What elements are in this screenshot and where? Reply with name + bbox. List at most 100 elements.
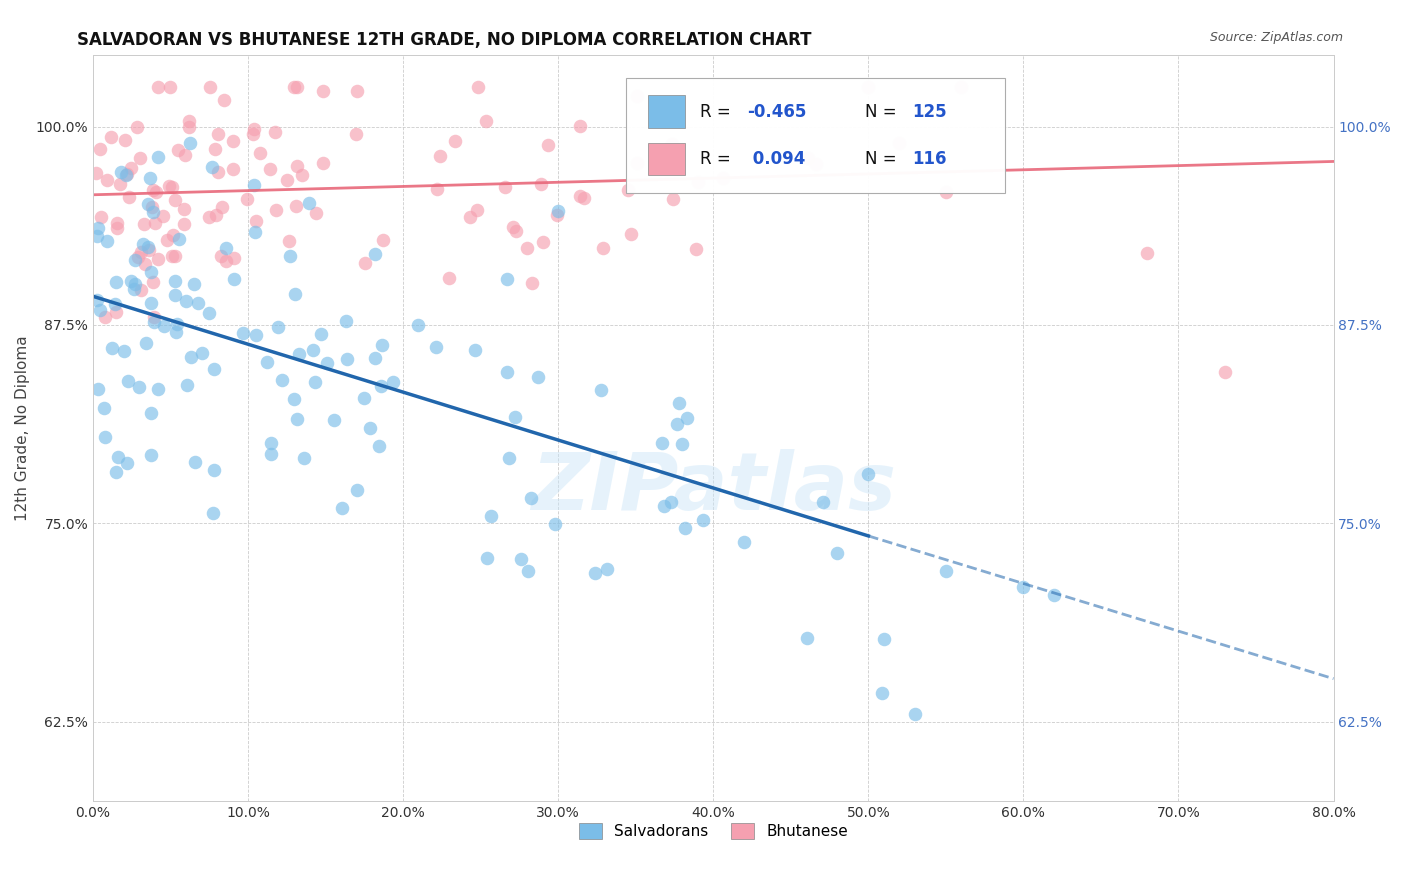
- Point: [733, 534, 755, 549]
- Point: [353, 391, 375, 405]
- Point: [264, 202, 287, 217]
- Point: [104, 304, 127, 318]
- Point: [177, 120, 200, 134]
- Point: [84, 166, 107, 180]
- Point: [652, 500, 675, 514]
- Point: [166, 318, 188, 332]
- Point: [371, 337, 394, 351]
- Point: [117, 374, 139, 388]
- Point: [870, 686, 893, 700]
- Point: [547, 204, 569, 219]
- Point: [105, 216, 128, 230]
- Point: [686, 175, 709, 189]
- Point: [354, 256, 377, 270]
- Point: [183, 277, 205, 291]
- Point: [370, 379, 392, 393]
- Point: [277, 234, 299, 248]
- Point: [284, 199, 307, 213]
- Point: [298, 195, 321, 210]
- Point: [127, 250, 149, 264]
- Point: [596, 562, 619, 576]
- Point: [146, 150, 169, 164]
- Point: [464, 343, 486, 358]
- Text: R =: R =: [700, 150, 735, 168]
- Point: [142, 276, 165, 290]
- Point: [180, 351, 202, 365]
- Point: [142, 204, 165, 219]
- Point: [904, 706, 927, 721]
- Point: [425, 340, 447, 354]
- Point: [165, 288, 187, 302]
- Point: [406, 318, 429, 332]
- Point: [207, 127, 229, 141]
- Point: [87, 382, 110, 396]
- Point: [371, 233, 394, 247]
- Point: [162, 179, 184, 194]
- Point: [131, 245, 153, 260]
- Point: [146, 252, 169, 266]
- Point: [167, 232, 190, 246]
- Point: [146, 382, 169, 396]
- Point: [143, 315, 166, 329]
- Point: [198, 79, 221, 94]
- Bar: [648, 95, 685, 128]
- Point: [467, 79, 489, 94]
- Point: [796, 631, 818, 645]
- Point: [336, 352, 359, 367]
- Point: [346, 483, 368, 497]
- Point: [505, 224, 527, 238]
- Point: [626, 89, 648, 103]
- Text: 116: 116: [911, 150, 946, 168]
- Point: [191, 346, 214, 360]
- Point: [243, 178, 266, 192]
- Point: [197, 211, 219, 225]
- Point: [676, 411, 699, 425]
- Point: [569, 120, 592, 134]
- Point: [626, 156, 648, 170]
- Point: [205, 209, 228, 223]
- Point: [364, 247, 387, 261]
- Point: [335, 314, 357, 328]
- Point: [202, 362, 225, 376]
- Point: [173, 202, 195, 216]
- Point: [276, 172, 298, 186]
- Point: [536, 137, 558, 152]
- Point: [127, 120, 149, 134]
- Point: [591, 384, 613, 398]
- Point: [104, 297, 127, 311]
- Point: [1012, 580, 1035, 594]
- Point: [86, 293, 108, 308]
- Point: [382, 375, 405, 389]
- Point: [108, 177, 131, 191]
- Point: [232, 326, 254, 340]
- Point: [104, 275, 127, 289]
- Point: [100, 129, 122, 144]
- Point: [96, 173, 118, 187]
- Text: Source: ZipAtlas.com: Source: ZipAtlas.com: [1209, 31, 1343, 45]
- Point: [311, 84, 333, 98]
- Point: [139, 171, 162, 186]
- Text: 125: 125: [911, 103, 946, 120]
- Point: [96, 234, 118, 248]
- Point: [138, 197, 160, 211]
- Point: [367, 439, 389, 453]
- Point: [935, 185, 957, 199]
- Point: [291, 169, 314, 183]
- Point: [100, 341, 122, 355]
- Text: R =: R =: [700, 103, 735, 120]
- Point: [510, 552, 533, 566]
- Point: [141, 448, 163, 462]
- Text: -0.465: -0.465: [747, 103, 806, 120]
- Point: [530, 178, 553, 192]
- Point: [346, 84, 368, 98]
- Point: [222, 252, 245, 266]
- Text: ZIPatlas: ZIPatlas: [531, 449, 896, 526]
- Point: [285, 159, 308, 173]
- Point: [115, 167, 138, 181]
- Point: [256, 355, 278, 369]
- Point: [935, 564, 957, 578]
- Point: [115, 456, 138, 470]
- Point: [209, 249, 232, 263]
- Point: [141, 295, 163, 310]
- Point: [288, 347, 311, 361]
